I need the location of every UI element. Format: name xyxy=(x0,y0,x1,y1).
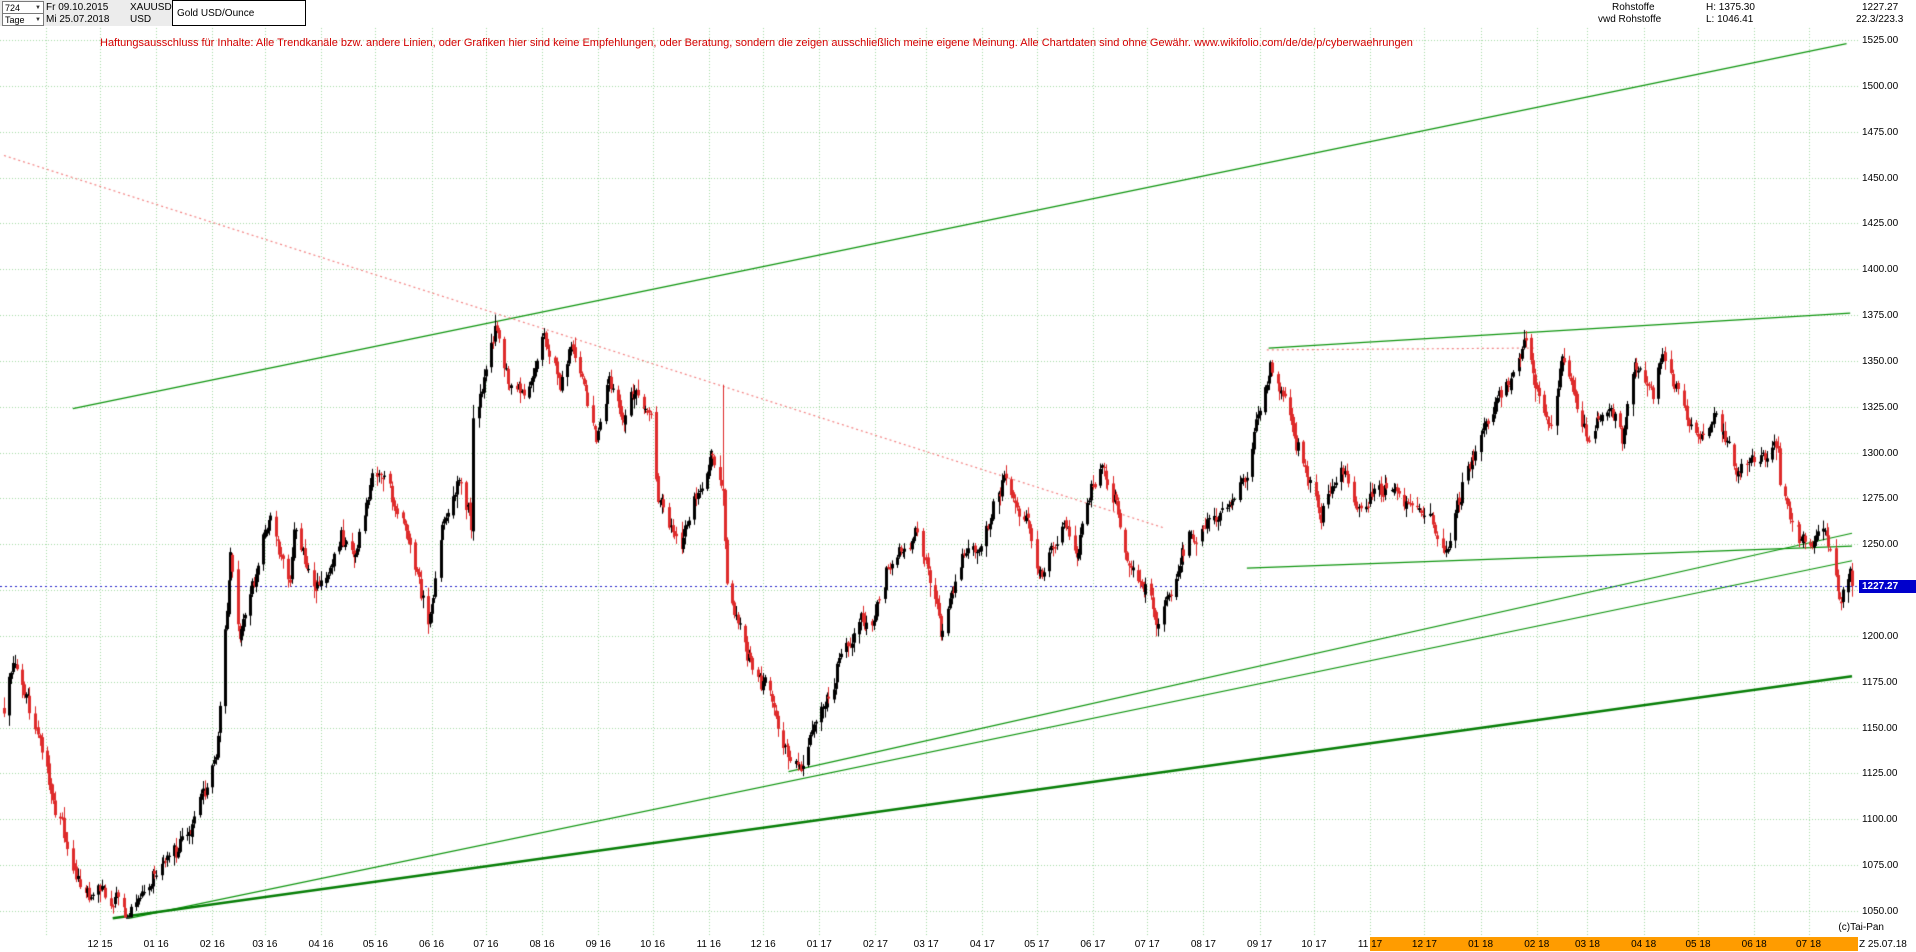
price-axis-label: 1275.00 xyxy=(1862,493,1899,505)
timeframe-value: Tage xyxy=(5,14,25,25)
instrument-title: Gold USD/Ounce xyxy=(177,7,255,19)
time-axis-label: 07 16 xyxy=(473,939,499,950)
price-axis-label: 1350.00 xyxy=(1862,355,1899,367)
time-axis-label: 12 15 xyxy=(87,939,113,950)
end-date-label: Mi 25.07.2018 xyxy=(46,14,110,25)
current-price-tag: 1227.27 xyxy=(1859,579,1916,593)
time-axis-label: 11 17 xyxy=(1357,939,1383,950)
price-axis-label: 1250.00 xyxy=(1862,539,1899,551)
disclaimer-text: Haftungsausschluss für Inhalte: Alle Tre… xyxy=(100,37,1413,49)
time-axis-label: 07 17 xyxy=(1134,939,1160,950)
price-axis-label: 1175.00 xyxy=(1862,676,1898,688)
time-axis-label: 08 16 xyxy=(529,939,555,950)
time-axis-label: 03 16 xyxy=(252,939,278,950)
price-axis-label: 1100.00 xyxy=(1862,814,1898,826)
price-axis-label: 1425.00 xyxy=(1862,218,1899,230)
z-date: 25.07.18 xyxy=(1867,939,1907,950)
time-axis-label: 10 17 xyxy=(1301,939,1327,950)
time-axis-label: 04 16 xyxy=(308,939,334,950)
time-axis-label: 02 18 xyxy=(1524,939,1550,950)
price-axis-label: 1400.00 xyxy=(1862,264,1899,276)
last-price-label: 1227.27 xyxy=(1862,2,1899,13)
time-axis-label: 02 17 xyxy=(862,939,888,950)
time-axis-label: 10 16 xyxy=(640,939,666,950)
time-axis-label: 08 17 xyxy=(1190,939,1216,950)
price-axis-label: 1300.00 xyxy=(1862,447,1899,459)
time-axis-label: 01 16 xyxy=(143,939,169,950)
time-axis-label: 09 17 xyxy=(1247,939,1273,950)
time-axis-label: 05 17 xyxy=(1024,939,1050,950)
time-axis-label: 07 18 xyxy=(1796,939,1822,950)
price-axis-label: 1150.00 xyxy=(1862,722,1898,734)
time-axis-label: 04 18 xyxy=(1631,939,1657,950)
price-axis-label: 1125.00 xyxy=(1862,768,1898,780)
chevron-down-icon: ▼ xyxy=(35,4,41,11)
instrument-title-box: Gold USD/Ounce xyxy=(172,0,306,26)
currency-label: USD xyxy=(130,14,152,25)
time-axis-label: 11 16 xyxy=(696,939,721,950)
time-axis-label: 05 16 xyxy=(362,939,388,950)
price-axis-label: 1050.00 xyxy=(1862,906,1899,917)
feed-label: vwd Rohstoffe xyxy=(1598,14,1662,25)
symbol-label: XAUUSD xyxy=(130,2,172,13)
time-axis-label: 06 18 xyxy=(1741,939,1767,950)
time-axis-label: 09 16 xyxy=(585,939,611,950)
x-axis-highlight xyxy=(1370,937,1858,951)
chevron-down-icon: ▼ xyxy=(35,16,41,23)
time-axis-label: 05 18 xyxy=(1685,939,1711,950)
time-axis-label: 03 17 xyxy=(913,939,939,950)
time-axis-label: 03 18 xyxy=(1574,939,1600,950)
range-high-label: H: 1375.30 xyxy=(1706,2,1755,13)
copyright-label: (c)Tai-Pan xyxy=(1838,922,1884,933)
time-axis-label: 04 17 xyxy=(969,939,995,950)
time-axis-label: 02 16 xyxy=(199,939,225,950)
price-axis-label: 1525.00 xyxy=(1862,35,1899,46)
price-axis-label: 1200.00 xyxy=(1862,630,1899,642)
time-axis-label: 06 16 xyxy=(419,939,445,950)
timeframe-dropdown[interactable]: Tage ▼ xyxy=(2,13,44,26)
time-axis-label: 06 17 xyxy=(1080,939,1106,950)
price-axis-label: 1375.00 xyxy=(1862,310,1899,322)
time-axis: 12 15 01 16 02 16 03 16 04 16 05 16 06 16 07 16… xyxy=(0,936,1858,952)
range-low-label: L: 1046.41 xyxy=(1706,14,1754,25)
start-date-label: Fr 09.10.2015 xyxy=(46,2,109,13)
time-axis-label: 12 17 xyxy=(1411,939,1437,950)
price-axis-label: 1450.00 xyxy=(1862,172,1899,184)
z-label: Z xyxy=(1859,939,1866,950)
group-label: Rohstoffe xyxy=(1612,2,1655,13)
time-axis-label: 01 17 xyxy=(806,939,832,950)
time-axis-label: 12 16 xyxy=(750,939,776,950)
time-axis-label: 01 18 xyxy=(1468,939,1494,950)
scale-info-label: 22.3/223.3 xyxy=(1856,14,1904,25)
footer-date: Z 25.07.18 xyxy=(1859,939,1907,950)
price-axis-label: 1475.00 xyxy=(1862,126,1899,138)
price-axis-label: 1325.00 xyxy=(1862,401,1899,413)
price-axis: 1525.00 1500.00 1475.00 1450.00 1425.00 1400.… xyxy=(1862,0,1916,952)
price-axis-label: 1500.00 xyxy=(1862,80,1899,92)
price-axis-label: 1075.00 xyxy=(1862,860,1899,872)
bars-count-value: 724 xyxy=(5,2,21,13)
